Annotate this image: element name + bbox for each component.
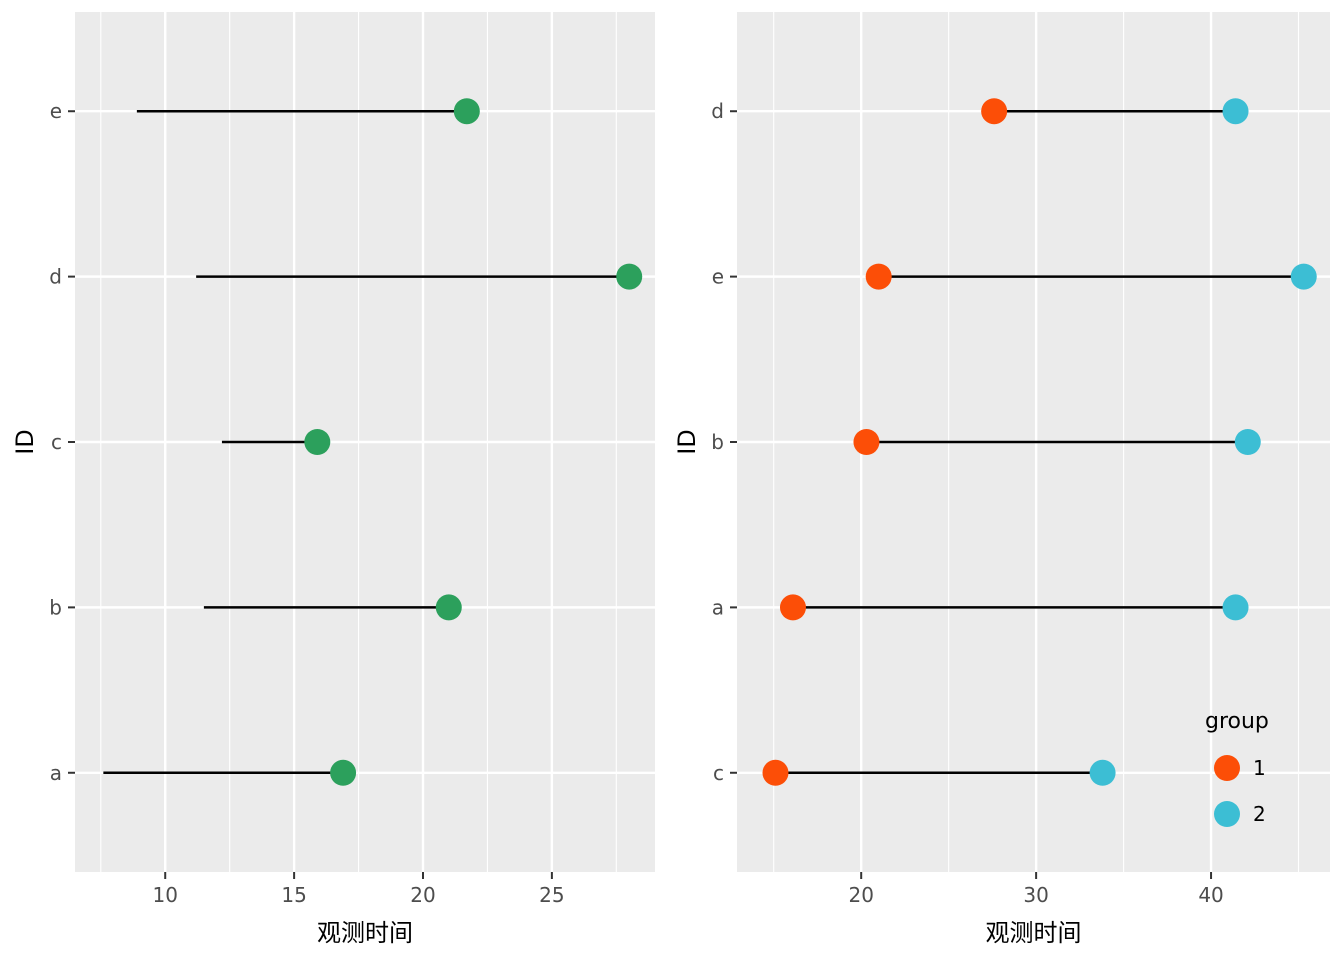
legend-key-dot	[1214, 755, 1240, 781]
x-axis-title: 观测时间	[317, 919, 413, 947]
y-tick-label: a	[50, 761, 62, 785]
x-tick-label: 40	[1198, 883, 1223, 907]
y-axis-title: ID	[11, 429, 39, 455]
group2-dot	[1222, 594, 1249, 621]
legend-label: 1	[1253, 756, 1266, 780]
legend-label: 2	[1253, 802, 1266, 826]
group1-dot	[853, 429, 880, 455]
x-tick-label: 15	[281, 883, 306, 907]
group1-dot	[865, 263, 892, 290]
x-axis-title: 观测时间	[986, 919, 1082, 947]
y-tick-label: d	[711, 99, 724, 123]
y-tick-label: b	[711, 430, 724, 454]
y-tick-label: c	[713, 761, 724, 785]
y-axis-title: ID	[673, 429, 701, 455]
data-dot	[330, 759, 357, 786]
legend-key-dot	[1214, 801, 1240, 827]
y-tick-label: d	[49, 265, 62, 289]
data-dot	[304, 429, 331, 455]
y-tick-label: c	[51, 430, 62, 454]
x-tick-label: 20	[848, 883, 873, 907]
x-tick-label: 20	[410, 883, 435, 907]
group2-dot	[1290, 263, 1317, 290]
data-dot	[616, 263, 643, 290]
x-tick-label: 10	[152, 883, 177, 907]
group1-dot	[779, 594, 806, 621]
x-tick-label: 25	[539, 883, 564, 907]
data-dot	[435, 594, 462, 621]
group2-dot	[1089, 759, 1116, 786]
y-tick-label: e	[50, 99, 62, 123]
group2-dot	[1234, 429, 1261, 455]
group1-dot	[762, 759, 789, 786]
legend-title: group	[1205, 709, 1269, 734]
y-tick-label: e	[712, 265, 724, 289]
y-tick-label: b	[49, 595, 62, 619]
group1-dot	[981, 98, 1008, 125]
x-tick-label: 30	[1023, 883, 1048, 907]
y-tick-label: a	[712, 595, 724, 619]
data-dot	[453, 98, 480, 125]
group2-dot	[1222, 98, 1249, 125]
